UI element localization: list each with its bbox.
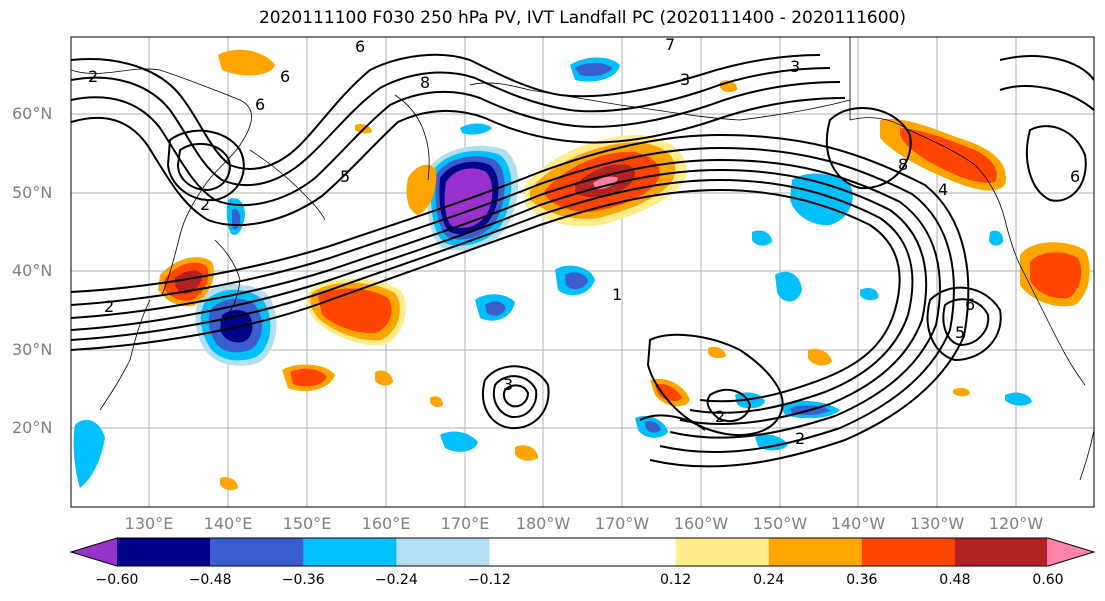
colorbar-tick-label: 0.24 (753, 572, 785, 588)
lat-label: 40°N (12, 261, 53, 280)
contour-label: 2 (795, 429, 805, 448)
contour-label: 5 (955, 323, 965, 342)
lat-label: 20°N (12, 418, 53, 437)
contour-label: 3 (503, 375, 513, 394)
lat-label: 30°N (12, 340, 53, 359)
contour-label: 8 (898, 155, 908, 174)
lat-label: 50°N (12, 183, 53, 202)
contour-label: 2 (104, 297, 114, 316)
colorbar-cell (210, 538, 304, 566)
colorbar-extend-low (71, 538, 118, 566)
colorbar-cell (489, 538, 583, 566)
lon-label: 130°W (909, 514, 965, 533)
lon-label: 130°E (124, 514, 174, 533)
colorbar-tick-label: −0.36 (281, 572, 325, 588)
lon-label: 180°W (515, 514, 571, 533)
lon-label: 150°W (752, 514, 808, 533)
lat-label: 60°N (12, 104, 53, 123)
lon-label: 150°E (282, 514, 332, 533)
colorbar-cell (675, 538, 770, 566)
colorbar-extend-high (1047, 538, 1094, 566)
contour-label: 2 (715, 407, 725, 426)
colorbar-tick-label: 0.48 (939, 572, 971, 588)
colorbar-tick-label: −0.60 (95, 572, 139, 588)
lon-label: 170°E (440, 514, 490, 533)
lon-label: 140°E (203, 514, 253, 533)
colorbar-tick-label: −0.24 (374, 572, 418, 588)
contour-label: 6 (965, 295, 975, 314)
colorbar-cell (861, 538, 956, 566)
lon-label: 160°E (361, 514, 411, 533)
lon-label: 120°W (988, 514, 1044, 533)
colorbar-cell (303, 538, 397, 566)
contour-label: 4 (938, 180, 948, 199)
colorbar-tick-label: 0.36 (846, 572, 878, 588)
contour-label: 3 (790, 57, 800, 76)
colorbar-cell (117, 538, 211, 566)
colorbar-tick-label: 0.12 (660, 572, 692, 588)
contour-label: 5 (340, 167, 350, 186)
pv-contours (71, 53, 1094, 468)
colorbar-cell (396, 538, 490, 566)
map-title: 2020111100 F030 250 hPa PV, IVT Landfall… (258, 8, 906, 28)
colorbar-cell (954, 538, 1049, 566)
lon-label: 170°W (594, 514, 650, 533)
lon-label: 140°W (830, 514, 886, 533)
colorbar-tick-label: −0.48 (188, 572, 232, 588)
colorbar-outline (69, 537, 1096, 567)
contour-label-group: 6 6 8 3 6 5 2 2 3 7 6 8 4 6 5 3 2 2 2 1 (88, 35, 1080, 448)
map-frame (70, 36, 1095, 508)
contour-label: 6 (1070, 167, 1080, 186)
contour-label: 6 (255, 95, 265, 114)
contour-label: 2 (88, 67, 98, 86)
colorbar-tick-label: −0.12 (467, 572, 511, 588)
contour-label: 1 (612, 285, 622, 304)
contour-label: 7 (665, 35, 675, 54)
colorbar-cell (768, 538, 863, 566)
colorbar-tick-label: 0.60 (1032, 572, 1064, 588)
colorbar-cell (582, 538, 677, 566)
contour-label: 6 (280, 67, 290, 86)
contour-label: 3 (680, 70, 690, 89)
contour-label: 6 (355, 37, 365, 56)
contour-label: 2 (200, 195, 210, 214)
lon-label: 160°W (673, 514, 729, 533)
contour-label: 8 (420, 73, 430, 92)
